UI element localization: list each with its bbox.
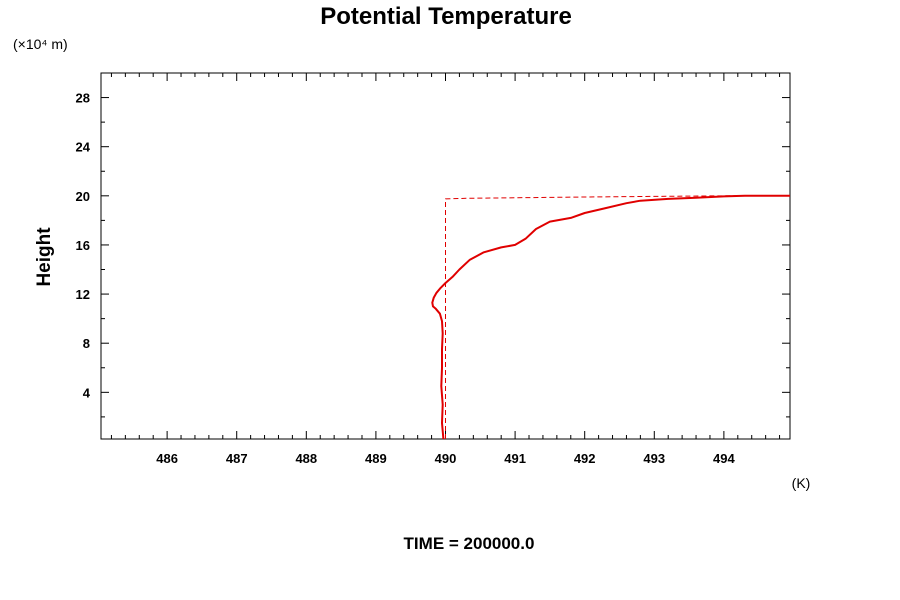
x-tick-label: 490: [435, 451, 457, 466]
y-axis-label: Height: [34, 227, 55, 287]
plot-frame: [100, 72, 791, 440]
x-tick-label: 491: [504, 451, 526, 466]
series-lines: [431, 194, 790, 440]
x-axis-unit: (K): [792, 475, 811, 491]
y-tick-labels: 4 8 12 16 20 24 28: [76, 91, 91, 401]
y-tick-label: 24: [76, 140, 91, 155]
x-tick-label: 494: [713, 451, 735, 466]
axis-ticks: [101, 72, 790, 439]
y-tick-label: 28: [76, 91, 90, 106]
y-axis-unit: (×10⁴ m): [13, 36, 68, 52]
dashed-series-line: [445, 195, 790, 439]
y-tick-label: 4: [83, 385, 91, 400]
x-tick-label: 488: [295, 451, 317, 466]
y-tick-label: 12: [76, 287, 90, 302]
x-tick-label: 493: [643, 451, 665, 466]
y-tick-label: 20: [76, 189, 90, 204]
x-tick-label: 486: [156, 451, 178, 466]
x-tick-label: 487: [226, 451, 248, 466]
y-tick-label: 16: [76, 238, 90, 253]
solid-series-line: [431, 194, 790, 440]
y-tick-label: 8: [83, 336, 90, 351]
x-tick-label: 489: [365, 451, 387, 466]
chart-title: Potential Temperature: [320, 3, 572, 30]
x-tick-label: 492: [574, 451, 596, 466]
x-tick-labels: 486 487 488 489 490 491 492 493 494: [156, 451, 735, 466]
time-label: TIME = 200000.0: [404, 534, 535, 553]
